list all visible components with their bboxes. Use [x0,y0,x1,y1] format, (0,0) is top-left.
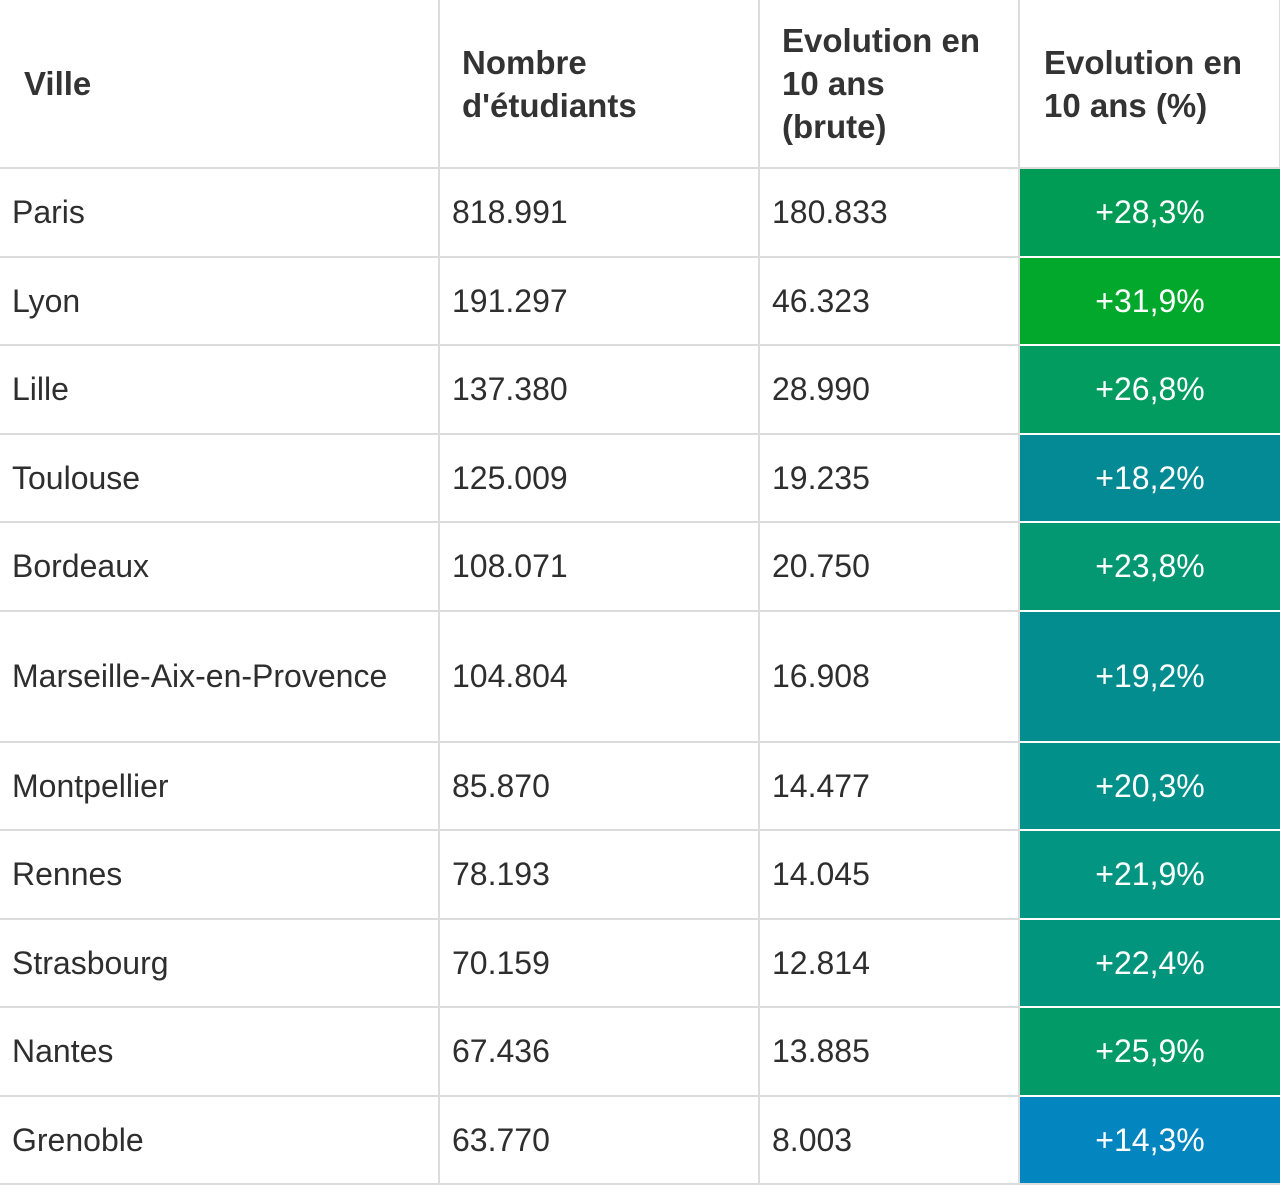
cell-ville: Paris [0,167,440,258]
table-body: Paris 818.991 180.833 +28,3% Lyon 191.297 46.3… [0,167,1280,1185]
column-header-evolution-brute[interactable]: Evolution en 10 ans (brute) [758,0,1020,169]
cell-ville: Montpellier [0,740,440,831]
cell-evolution-brute: 13.885 [758,1006,1020,1097]
column-header-ville[interactable]: Ville [0,0,440,169]
cell-nombre-etudiants: 108.071 [438,521,760,612]
cell-ville: Marseille-Aix-en-Provence [0,609,440,743]
cell-nombre-etudiants: 818.991 [438,167,760,258]
cell-nombre-etudiants: 70.159 [438,917,760,1008]
header-row: Ville Nombre d'étudiants Evolution en 10… [0,0,1280,169]
cell-nombre-etudiants: 67.436 [438,1006,760,1097]
cell-nombre-etudiants: 137.380 [438,344,760,435]
cell-evolution-pct: +26,8% [1018,344,1280,435]
cell-evolution-brute: 8.003 [758,1094,1020,1185]
cell-evolution-pct: +19,2% [1018,609,1280,743]
cell-evolution-pct: +18,2% [1018,432,1280,523]
cell-ville: Strasbourg [0,917,440,1008]
table-row: Lille 137.380 28.990 +26,8% [0,344,1280,435]
cell-evolution-brute: 46.323 [758,255,1020,346]
cell-ville: Nantes [0,1006,440,1097]
cell-evolution-pct: +23,8% [1018,521,1280,612]
column-header-evolution-pct[interactable]: Evolution en 10 ans (%) [1018,0,1280,169]
cell-ville: Rennes [0,829,440,920]
cell-evolution-pct: +21,9% [1018,829,1280,920]
cell-evolution-pct: +25,9% [1018,1006,1280,1097]
table-row: Toulouse 125.009 19.235 +18,2% [0,432,1280,523]
cell-evolution-pct: +28,3% [1018,167,1280,258]
table-row: Montpellier 85.870 14.477 +20,3% [0,740,1280,831]
cell-nombre-etudiants: 85.870 [438,740,760,831]
cell-evolution-brute: 28.990 [758,344,1020,435]
cell-evolution-brute: 19.235 [758,432,1020,523]
cell-nombre-etudiants: 104.804 [438,609,760,743]
column-header-nombre-etudiants[interactable]: Nombre d'étudiants [438,0,760,169]
cell-evolution-brute: 14.045 [758,829,1020,920]
cell-evolution-pct: +22,4% [1018,917,1280,1008]
cell-evolution-pct: +20,3% [1018,740,1280,831]
table-row: Marseille-Aix-en-Provence 104.804 16.908 +1… [0,609,1280,743]
cell-ville: Lyon [0,255,440,346]
cell-evolution-brute: 14.477 [758,740,1020,831]
cell-nombre-etudiants: 78.193 [438,829,760,920]
cell-nombre-etudiants: 63.770 [438,1094,760,1185]
cell-evolution-brute: 12.814 [758,917,1020,1008]
table-row: Rennes 78.193 14.045 +21,9% [0,829,1280,920]
cell-nombre-etudiants: 125.009 [438,432,760,523]
table-row: Paris 818.991 180.833 +28,3% [0,167,1280,258]
table-row: Bordeaux 108.071 20.750 +23,8% [0,521,1280,612]
cell-ville: Toulouse [0,432,440,523]
table-row: Nantes 67.436 13.885 +25,9% [0,1006,1280,1097]
cell-evolution-brute: 20.750 [758,521,1020,612]
cell-evolution-pct: +14,3% [1018,1094,1280,1185]
cell-nombre-etudiants: 191.297 [438,255,760,346]
table-row: Grenoble 63.770 8.003 +14,3% [0,1094,1280,1185]
cell-evolution-brute: 180.833 [758,167,1020,258]
table-row: Lyon 191.297 46.323 +31,9% [0,255,1280,346]
cell-evolution-pct: +31,9% [1018,255,1280,346]
cell-ville: Bordeaux [0,521,440,612]
cell-ville: Grenoble [0,1094,440,1185]
table-row: Strasbourg 70.159 12.814 +22,4% [0,917,1280,1008]
cell-ville: Lille [0,344,440,435]
cell-evolution-brute: 16.908 [758,609,1020,743]
table-header: Ville Nombre d'étudiants Evolution en 10… [0,0,1280,169]
